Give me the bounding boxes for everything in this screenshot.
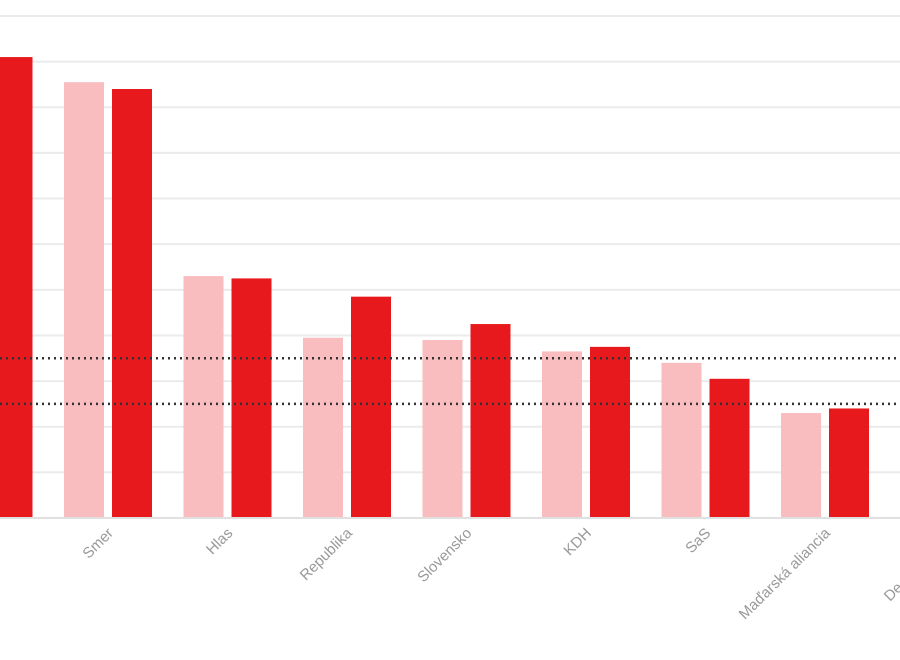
- bar: [422, 340, 463, 518]
- bar: [183, 276, 224, 518]
- bar: [829, 408, 869, 518]
- bar: [709, 378, 750, 518]
- bar: [231, 278, 272, 518]
- x-tick-label: Republika: [297, 524, 357, 584]
- bar: [590, 346, 630, 518]
- x-tick-label: Hlas: [203, 525, 236, 558]
- bar: [303, 337, 343, 518]
- bar: [64, 82, 104, 518]
- x-tick-label: Maďarská aliancia: [736, 524, 835, 623]
- bar: [112, 89, 152, 518]
- x-tick-label: SaS: [682, 525, 714, 557]
- bar: [0, 57, 33, 519]
- x-tick-label: Slovensko: [414, 525, 475, 586]
- bar: [661, 362, 702, 518]
- x-tick-label: De: [881, 579, 900, 605]
- bar: [542, 351, 582, 518]
- x-tick-label: Smer: [79, 525, 116, 562]
- bar: [470, 324, 511, 518]
- x-tick-label: KDH: [560, 525, 594, 559]
- bar: [781, 413, 821, 518]
- bar: [351, 296, 391, 518]
